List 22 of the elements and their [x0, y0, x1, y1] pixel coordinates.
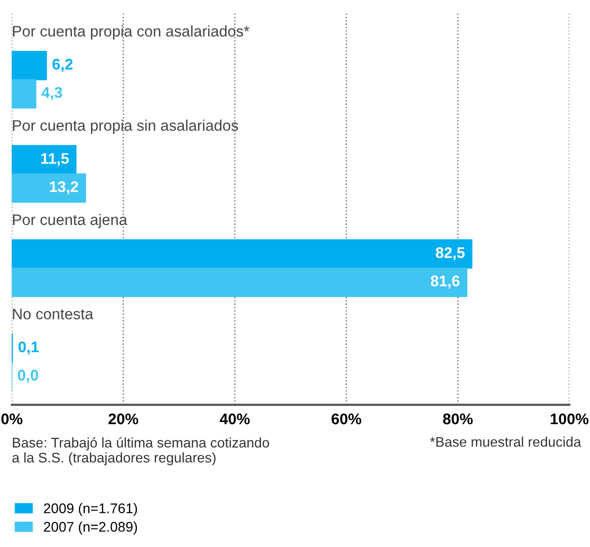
x-tick-label: 20% [108, 414, 138, 424]
x-tick-label: 60% [332, 414, 362, 424]
text: Base: Trabajó la última semana cotizando a la S.S. (trabajadores regulares) [12, 437, 270, 466]
data-label: 13,2 [50, 181, 78, 194]
data-label: 11,5 [41, 153, 69, 166]
data-label: 4,3 [42, 87, 62, 100]
y-tick-label: Por cuenta propia con asalariados* [13, 25, 250, 40]
x-tick-label: 80% [443, 414, 473, 424]
data-label: 81,6 [430, 276, 460, 289]
x-tick-label: 40% [220, 414, 250, 424]
data-label: 0,0 [18, 370, 38, 383]
data-label: 6,2 [52, 58, 73, 72]
legend-label: 2009 (n=1.761) [44, 503, 137, 516]
y-tick-label: No contesta [13, 308, 94, 320]
data-label: 82,5 [436, 247, 465, 260]
data-label: 0,1 [18, 342, 39, 355]
y-tick-label: Por cuenta ajena [13, 214, 128, 228]
text: *Base muestral reducida [430, 436, 582, 447]
y-tick-label: Por cuenta propia sin asalariados [13, 120, 238, 134]
legend-label: 2007 (n=2.089) [44, 522, 137, 534]
x-tick-label: 0% [1, 414, 22, 424]
x-tick-label: 100% [550, 414, 588, 424]
